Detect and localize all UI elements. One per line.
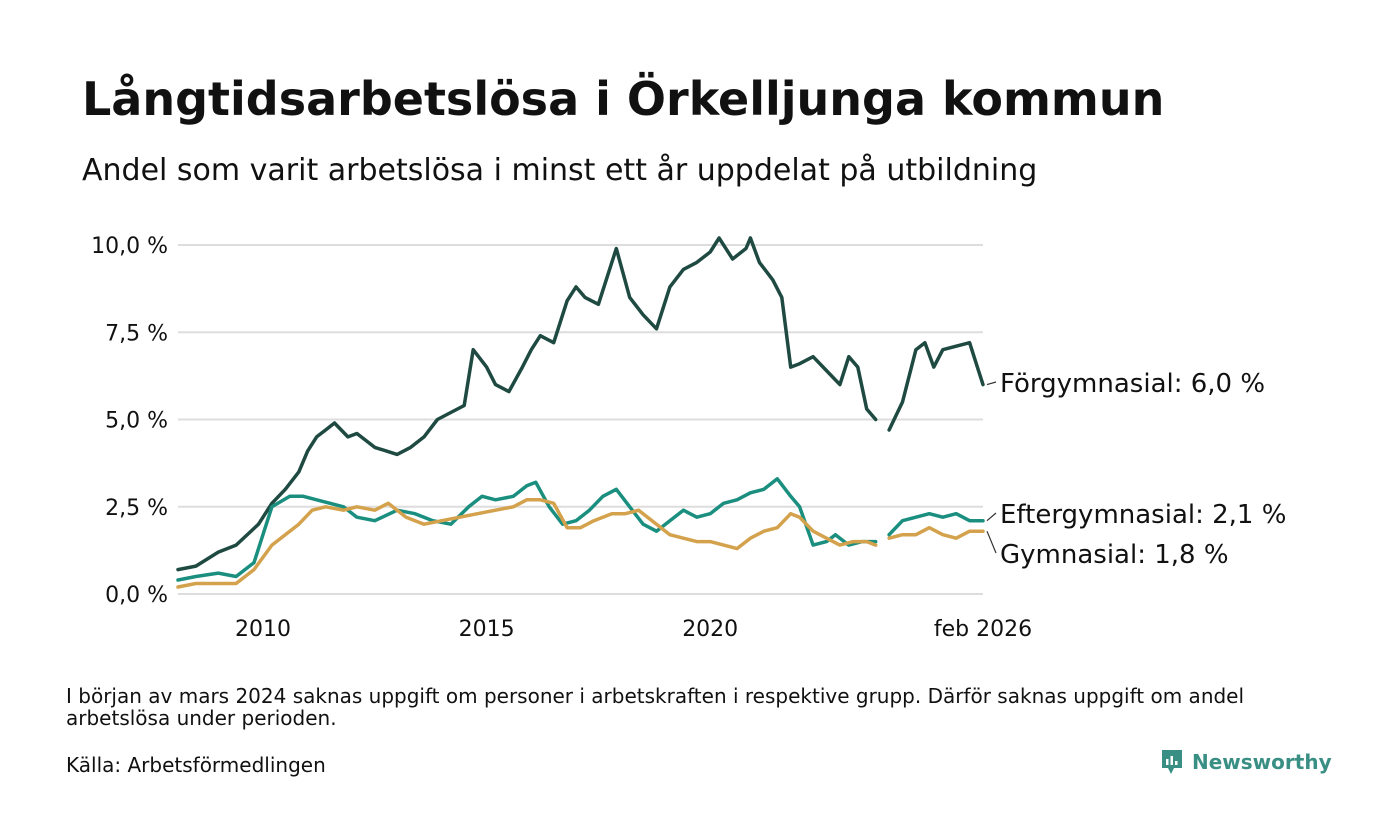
y-tick-label: 5,0 %	[105, 409, 168, 434]
newsworthy-logo-icon	[1162, 750, 1182, 774]
series-lines	[176, 236, 985, 589]
x-axis: 2010 2015 2020 feb 2026	[235, 617, 1032, 642]
series-label-gymnasial: Gymnasial: 1,8 %	[1000, 540, 1229, 570]
y-tick-label: 0,0 %	[105, 583, 168, 608]
x-tick-label: 2010	[235, 617, 291, 642]
series-line-gymnasial	[887, 525, 985, 540]
series-line-gymnasial	[176, 498, 878, 589]
series-label-eftergymnasial: Eftergymnasial: 2,1 %	[1000, 500, 1286, 530]
label-connector	[986, 381, 997, 386]
series-line-förgymnasial	[887, 340, 985, 432]
y-tick-label: 10,0 %	[91, 234, 168, 259]
gridlines	[178, 244, 983, 595]
line-chart: 0,0 % 2,5 % 5,0 % 7,5 % 10,0 % 2010 2015 2020 f…	[91, 234, 1286, 642]
chart-title: Långtidsarbetslösa i Örkelljunga kommun	[82, 72, 1165, 126]
x-tick-label: feb 2026	[934, 617, 1032, 642]
series-labels: Förgymnasial: 6,0 % Eftergymnasial: 2,1 %…	[986, 369, 1286, 570]
series-line-förgymnasial	[176, 236, 878, 572]
label-connector	[986, 512, 997, 522]
brand-logo: Newsworthy	[1160, 748, 1332, 776]
y-axis: 0,0 % 2,5 % 5,0 % 7,5 % 10,0 %	[91, 234, 168, 608]
series-line-eftergymnasial	[887, 511, 985, 537]
x-tick-label: 2020	[682, 617, 738, 642]
y-tick-label: 7,5 %	[105, 321, 168, 346]
label-connector	[986, 530, 997, 554]
x-tick-label: 2015	[459, 617, 515, 642]
brand-name: Newsworthy	[1192, 750, 1332, 774]
series-line-eftergymnasial	[176, 477, 878, 582]
source-note: Källa: Arbetsförmedlingen	[66, 753, 326, 777]
footnote: I början av mars 2024 saknas uppgift om …	[66, 684, 1245, 730]
series-label-förgymnasial: Förgymnasial: 6,0 %	[1000, 369, 1265, 399]
y-tick-label: 2,5 %	[105, 496, 168, 521]
chart-subtitle: Andel som varit arbetslösa i minst ett å…	[82, 153, 1038, 188]
